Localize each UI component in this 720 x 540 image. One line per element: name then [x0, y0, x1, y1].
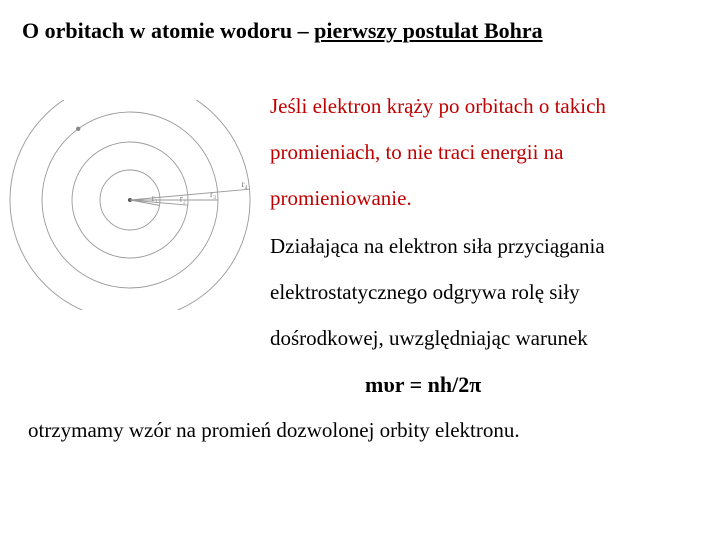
black-line-1: Działająca na elektron siła przyciągania [270, 234, 605, 259]
electron-dot [76, 127, 80, 131]
page-title: O orbitach w atomie wodoru – pierwszy po… [22, 18, 543, 44]
red-line-1: Jeśli elektron krąży po orbitach o takic… [270, 94, 606, 119]
title-part2: pierwszy postulat Bohra [314, 18, 543, 43]
bottom-line: otrzymamy wzór na promień dozwolonej orb… [28, 418, 520, 443]
black-line-3: dośrodkowej, uwzględniając warunek [270, 326, 588, 351]
radius-line [130, 189, 250, 200]
title-dash: – [292, 18, 314, 43]
formula: mυr = nh/2π [365, 372, 481, 398]
title-part1: O orbitach w atomie wodoru [22, 18, 292, 43]
red-line-2: promieniach, to nie traci energii na [270, 140, 564, 165]
red-line-3: promieniowanie. [270, 186, 412, 211]
radius-label: r₄ [242, 179, 248, 189]
orbit-circle [10, 100, 250, 310]
radius-label: r₃ [210, 189, 216, 199]
orbit-diagram: r₁r₂r₃r₄ [0, 100, 260, 310]
black-line-2: elektrostatycznego odgrywa rolę siły [270, 280, 580, 305]
